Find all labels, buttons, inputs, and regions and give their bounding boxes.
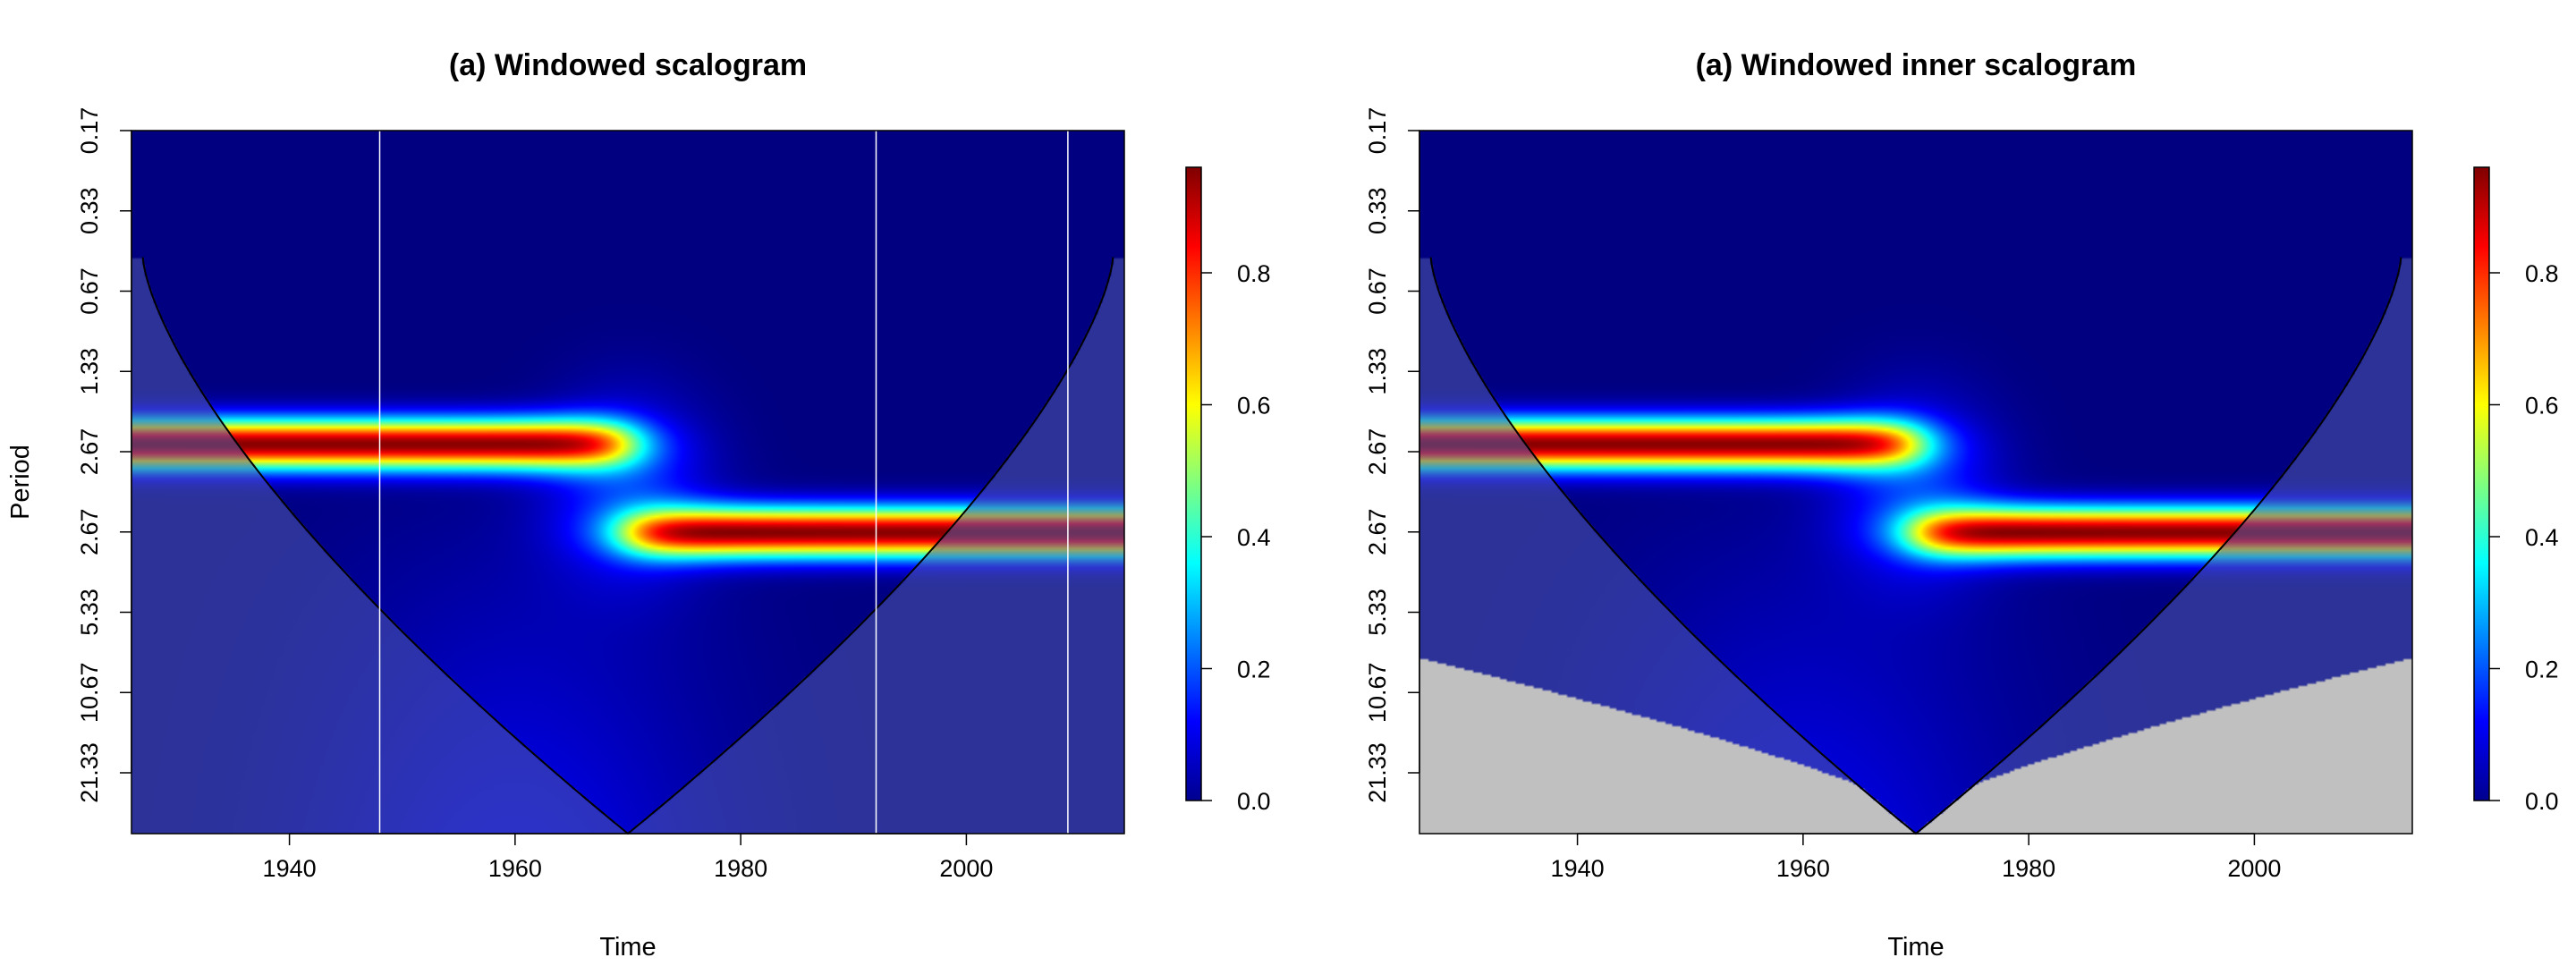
colorbar-tick-label: 0.8: [1237, 260, 1271, 287]
y-tick-label: 1.33: [1364, 348, 1391, 395]
y-tick-label: 2.67: [76, 508, 103, 555]
colorbar-tick-label: 0.8: [2525, 260, 2559, 287]
colorbar-tick-label: 0.0: [2525, 788, 2559, 815]
x-tick-label: 1960: [1776, 855, 1830, 882]
x-tick-label: 1940: [263, 855, 317, 882]
inner-scalogram-panel: (a) Windowed inner scalogram 0.17 0.33 0.6…: [1364, 48, 2559, 962]
chart-title: (a) Windowed scalogram: [449, 48, 807, 82]
y-tick-label: 5.33: [76, 589, 103, 636]
y-tick-label: 0.17: [76, 107, 103, 155]
y-tick-label: 10.67: [76, 662, 103, 723]
colorbar: 0.0 0.2 0.4 0.6 0.8: [2474, 167, 2559, 815]
chart-title: (a) Windowed inner scalogram: [1696, 48, 2137, 82]
x-tick-label: 1940: [1551, 855, 1605, 882]
y-tick-label: 0.33: [76, 187, 103, 234]
heatmap: [131, 131, 1124, 834]
scalogram-panel: (a) Windowed scalogram Period 0.17 0.33 0.…: [6, 48, 1271, 962]
y-axis-label: Period: [6, 445, 35, 520]
y-tick-label: 0.17: [1364, 107, 1391, 155]
colorbar: 0.0 0.2 0.4 0.6 0.8: [1186, 167, 1271, 815]
y-tick-label: 21.33: [76, 742, 103, 803]
x-tick-label: 1980: [2002, 855, 2055, 882]
x-axis-label: Time: [599, 933, 656, 962]
y-tick-label: 21.33: [1364, 742, 1391, 803]
y-axis: 0.17 0.33 0.67 1.33 2.67 2.67 5.33 10.67 21.33: [1364, 107, 1419, 803]
heatmap-image: [131, 131, 1124, 834]
colorbar-gradient: [2474, 167, 2489, 801]
colorbar-tick-label: 0.4: [2525, 524, 2559, 551]
colorbar-tick-label: 0.2: [1237, 657, 1271, 683]
y-tick-label: 10.67: [1364, 662, 1391, 723]
x-axis-label: Time: [1887, 933, 1944, 962]
colorbar-tick-label: 0.0: [1237, 788, 1271, 815]
y-tick-label: 1.33: [76, 348, 103, 395]
y-tick-label: 2.67: [76, 428, 103, 476]
colorbar-tick-label: 0.6: [2525, 393, 2559, 419]
colorbar-tick-label: 0.2: [2525, 657, 2559, 683]
x-axis: Time 1940 1960 1980 2000: [1551, 834, 2282, 962]
x-tick-label: 1960: [488, 855, 542, 882]
colorbar-gradient: [1186, 167, 1201, 801]
heatmap: [1419, 131, 2412, 834]
x-tick-label: 2000: [2227, 855, 2281, 882]
y-tick-label: 2.67: [1364, 508, 1391, 555]
y-tick-label: 2.67: [1364, 428, 1391, 476]
colorbar-tick-label: 0.4: [1237, 524, 1271, 551]
heatmap-image: [1419, 131, 2412, 834]
x-axis: Time 1940 1960 1980 2000: [263, 834, 994, 962]
y-tick-label: 0.67: [1364, 267, 1391, 315]
x-tick-label: 1980: [714, 855, 767, 882]
y-axis: Period 0.17 0.33 0.67 1.33 2.67 2.67 5.33 10.67…: [6, 107, 131, 803]
colorbar-tick-label: 0.6: [1237, 393, 1271, 419]
y-tick-label: 5.33: [1364, 589, 1391, 636]
y-tick-label: 0.67: [76, 267, 103, 315]
y-tick-label: 0.33: [1364, 187, 1391, 234]
x-tick-label: 2000: [939, 855, 993, 882]
